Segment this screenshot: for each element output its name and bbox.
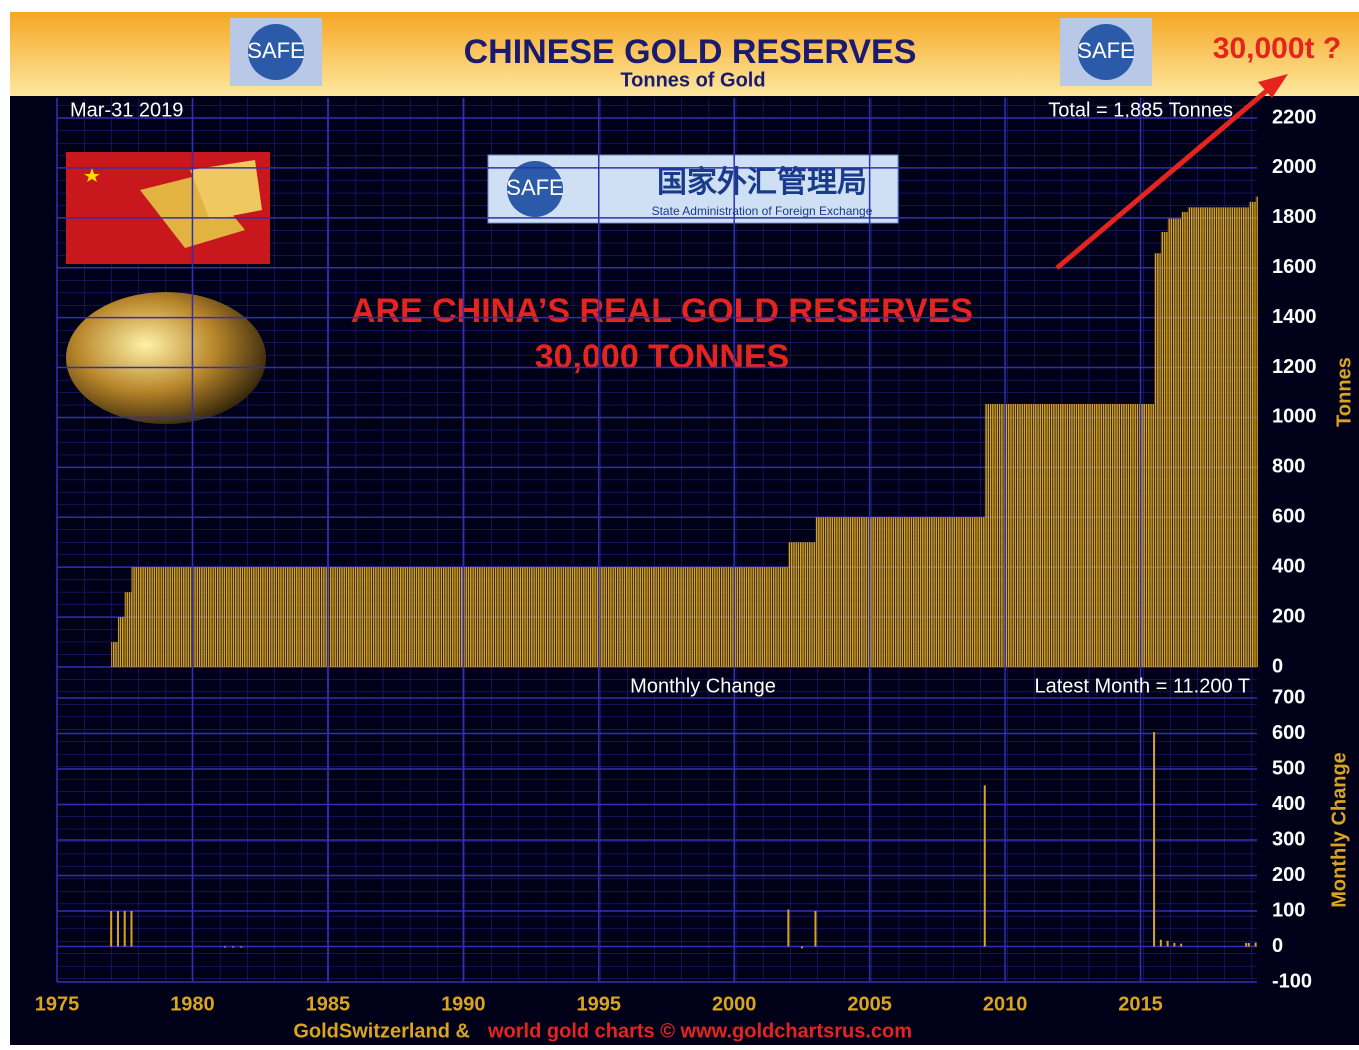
y-tick-label: 2000 — [1272, 156, 1317, 178]
y-tick-label: 400 — [1272, 555, 1305, 577]
bar — [223, 946, 226, 948]
bar — [1159, 939, 1162, 947]
bar — [1180, 943, 1183, 947]
bar — [1167, 218, 1182, 667]
y-tick-label: 2200 — [1272, 106, 1317, 128]
y-tick-label: 0 — [1272, 655, 1283, 677]
footer: GoldSwitzerland & — [293, 1020, 470, 1042]
bar — [1166, 940, 1169, 947]
date-label: Mar-31 2019 — [70, 99, 183, 121]
latest-label: Latest Month = 11.200 T — [1034, 675, 1250, 697]
logo-text: SAFE — [1077, 38, 1134, 63]
x-tick-label: 1980 — [170, 993, 215, 1015]
bar — [124, 592, 132, 667]
headline: 30,000 TONNES — [535, 338, 790, 376]
safe-logo: SAFE — [1060, 18, 1152, 86]
bar — [1154, 253, 1161, 667]
y-tick-label: -100 — [1272, 970, 1312, 992]
bar — [116, 911, 119, 947]
plot: 0200400600800100012001400160018002000220… — [35, 98, 1317, 1015]
bar — [788, 542, 816, 667]
bar — [130, 911, 133, 947]
x-tick-label: 2015 — [1118, 993, 1163, 1015]
safe-banner: SAFE 国家外汇管理局 State Administration of For… — [487, 154, 899, 224]
y-tick-label: 500 — [1272, 757, 1305, 779]
y-tick-label: 600 — [1272, 722, 1305, 744]
bar — [1247, 942, 1250, 947]
bar — [1160, 232, 1168, 667]
bar — [240, 946, 243, 948]
bar — [1254, 942, 1257, 947]
y-tick-label: 400 — [1272, 793, 1305, 815]
logo-chinese: 国家外汇管理局 — [657, 166, 867, 199]
x-tick-label: 1975 — [35, 993, 80, 1015]
bar — [111, 642, 118, 667]
y-tick-label: 1400 — [1272, 306, 1317, 328]
bar — [1245, 942, 1248, 947]
x-tick-label: 1990 — [441, 993, 486, 1015]
y-tick-label: 300 — [1272, 828, 1305, 850]
y-axis-label: Monthly Change — [1328, 752, 1350, 908]
bar — [232, 946, 235, 948]
arrow — [1055, 86, 1272, 270]
y-tick-label: 1000 — [1272, 406, 1317, 428]
y-tick-label: 1600 — [1272, 256, 1317, 278]
bar — [1248, 201, 1256, 667]
bar — [110, 911, 113, 947]
bar — [131, 567, 789, 667]
annotation: 30,000t ? — [1213, 32, 1341, 65]
bar — [123, 911, 126, 947]
footer: world gold charts © www.goldchartsrus.co… — [487, 1020, 912, 1042]
bar — [1255, 196, 1258, 667]
x-tick-label: 2000 — [712, 993, 757, 1015]
bar — [983, 785, 986, 947]
chart-title: CHINESE GOLD RESERVES — [464, 33, 917, 71]
y-tick-label: 100 — [1272, 899, 1305, 921]
bar — [787, 909, 790, 947]
safe-logo: SAFE — [230, 18, 322, 86]
y-tick-label: 200 — [1272, 864, 1305, 886]
bar — [800, 946, 803, 949]
bar — [984, 403, 1155, 667]
logo-text: SAFE — [247, 38, 304, 63]
y-tick-label: 1200 — [1272, 356, 1317, 378]
x-tick-label: 2005 — [847, 993, 892, 1015]
x-tick-label: 1985 — [306, 993, 351, 1015]
chart-subtitle: Tonnes of Gold — [620, 69, 765, 91]
y-tick-label: 800 — [1272, 456, 1305, 478]
bar — [1153, 732, 1156, 947]
arrow-head — [1258, 74, 1288, 98]
y-tick-label: 0 — [1272, 935, 1283, 957]
dragon-image — [66, 292, 266, 424]
bar — [1181, 212, 1188, 667]
china-flag-image — [66, 152, 270, 264]
y-axis-label: Tonnes — [1333, 357, 1355, 427]
bar — [1187, 207, 1249, 667]
panel-title: Monthly Change — [630, 675, 776, 697]
y-tick-label: 200 — [1272, 605, 1305, 627]
bar — [814, 911, 817, 947]
x-tick-label: 1995 — [577, 993, 622, 1015]
headline: ARE CHINA’S REAL GOLD RESERVES — [351, 292, 973, 330]
x-tick-label: 2010 — [983, 993, 1028, 1015]
y-tick-label: 700 — [1272, 686, 1305, 708]
y-tick-label: 600 — [1272, 506, 1305, 528]
bar — [117, 617, 125, 667]
y-tick-label: 1800 — [1272, 206, 1317, 228]
logo-english: State Administration of Foreign Exchange — [652, 204, 873, 218]
bar — [1173, 942, 1176, 947]
logo-text: SAFE — [506, 175, 563, 200]
bar — [815, 517, 985, 667]
